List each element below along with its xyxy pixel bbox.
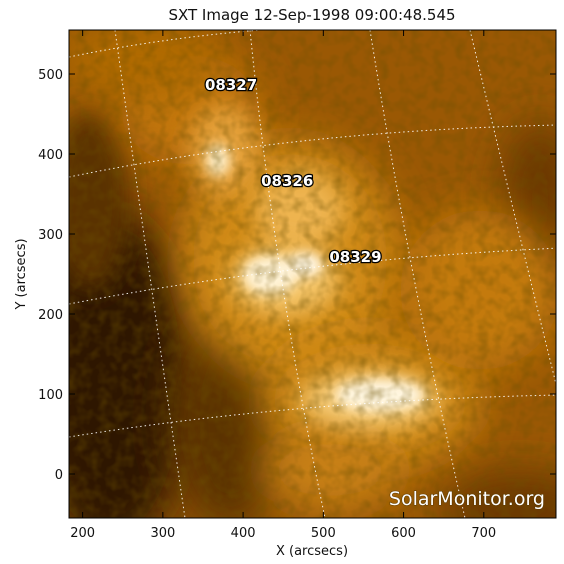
x-tick-label: 700: [471, 526, 496, 541]
x-tick-label: 300: [150, 526, 175, 541]
watermark: SolarMonitor.org: [389, 488, 545, 510]
y-axis-label: Y (arcsecs): [14, 238, 29, 310]
coordinate-grid: [69, 30, 556, 518]
y-tick-label: 100: [38, 388, 63, 403]
y-tick-label: 500: [38, 68, 63, 83]
y-tick-label: 400: [38, 148, 63, 163]
active-region-label: 08327: [205, 76, 257, 94]
x-axis-label: X (arcsecs): [276, 544, 348, 559]
active-region-label: 08326: [261, 172, 313, 190]
solar-image: [69, 30, 556, 518]
plot-frame: [68, 29, 557, 519]
y-tick-label: 0: [55, 468, 63, 483]
x-tick-label: 600: [391, 526, 416, 541]
y-tick-label: 300: [38, 228, 63, 243]
y-tick-label: 200: [38, 308, 63, 323]
x-tick-label: 400: [231, 526, 256, 541]
active-region-label: 08329: [329, 248, 381, 266]
plot-title: SXT Image 12-Sep-1998 09:00:48.545: [168, 6, 455, 24]
x-tick-label: 500: [311, 526, 336, 541]
x-axis-ticks: 200 300 400 500 600 700: [70, 30, 496, 541]
active-region-labels: 08327 08326 08329: [204, 75, 383, 268]
y-axis-ticks: 0 100 200 300 400 500: [38, 68, 556, 483]
x-tick-label: 200: [70, 526, 95, 541]
